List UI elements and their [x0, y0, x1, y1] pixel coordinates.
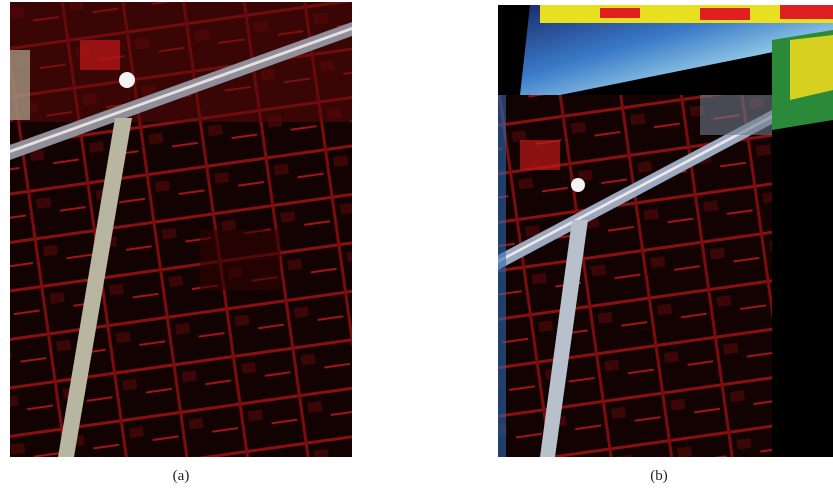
image-a — [10, 2, 352, 457]
image-b — [498, 5, 833, 457]
figure: (a) (b) — [0, 0, 833, 491]
caption: (b) — [650, 468, 668, 484]
caption: (a) — [173, 468, 190, 484]
page: (a) (b) (() => { const data = JSON.parse… — [0, 0, 833, 491]
